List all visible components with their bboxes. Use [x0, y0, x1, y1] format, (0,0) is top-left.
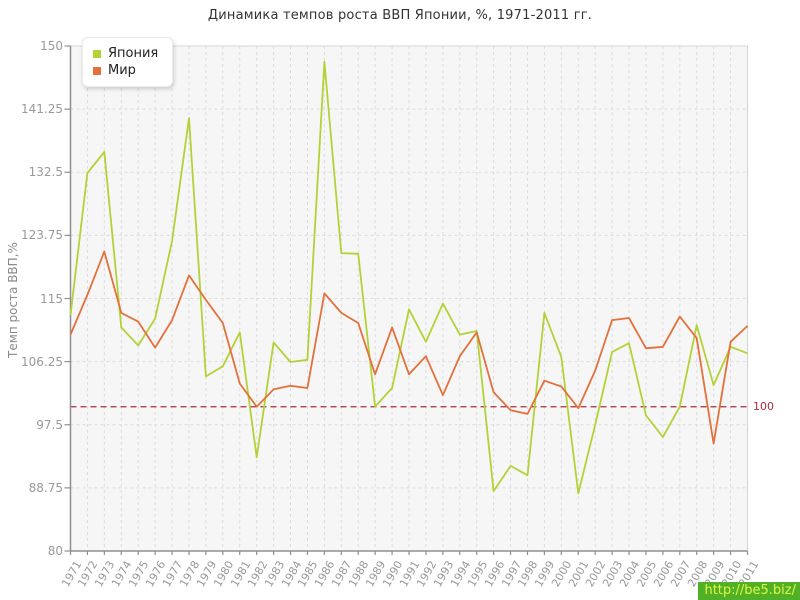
legend-item-japan: Япония: [93, 46, 158, 61]
legend-label-world: Мир: [108, 63, 136, 78]
y-tick-label: 115: [40, 291, 63, 306]
y-axis-title: Темп роста ВВП,%: [6, 242, 20, 358]
refline-label: 100: [753, 399, 774, 413]
y-tick-label: 150: [40, 39, 63, 53]
legend: Япония Мир: [82, 37, 174, 87]
y-tick-label: 123.75: [21, 228, 63, 243]
y-tick-label: 97.5: [36, 417, 63, 432]
y-tick-label: 106.25: [21, 354, 63, 369]
y-tick-label: 141.25: [21, 102, 63, 117]
y-tick-label: 88.75: [28, 480, 63, 495]
legend-item-world: Мир: [93, 63, 158, 78]
japan-series-swatch-icon: [93, 49, 101, 58]
y-tick-label: 132.5: [28, 165, 63, 180]
watermark: http://be5.biz/: [698, 582, 800, 600]
world-series-swatch-icon: [93, 66, 101, 75]
y-tick-label: 80: [47, 544, 63, 558]
chart-title: Динамика темпов роста ВВП Японии, %, 197…: [207, 8, 593, 23]
legend-label-japan: Япония: [108, 46, 159, 61]
